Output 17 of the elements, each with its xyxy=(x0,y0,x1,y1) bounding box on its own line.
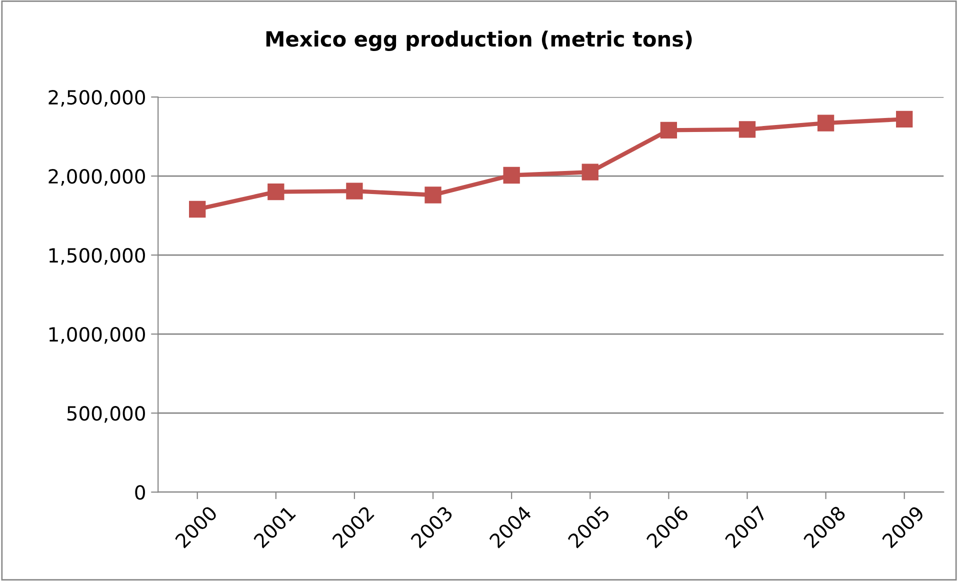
point xyxy=(189,200,206,218)
y-tick-label: 1,000,000 xyxy=(49,327,145,344)
y-tick-label: 0 xyxy=(135,485,145,500)
point xyxy=(660,122,678,139)
point xyxy=(896,110,913,128)
point xyxy=(346,182,363,200)
point xyxy=(817,114,834,132)
y-tick-label: 2,000,000 xyxy=(48,169,145,186)
y-tick-label: 500,000 xyxy=(67,406,145,423)
point xyxy=(582,164,598,180)
y-tick-label: 1,500,000 xyxy=(49,248,145,265)
point xyxy=(268,184,284,200)
point xyxy=(424,186,442,204)
chart-title: Mexico egg production (metric tons) xyxy=(266,30,692,51)
y-tick-label: 2,500,000 xyxy=(48,90,145,107)
point xyxy=(503,166,520,184)
point xyxy=(738,121,756,138)
